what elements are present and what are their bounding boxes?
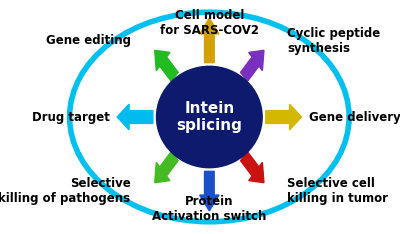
Text: Selective cell
killing in tumor: Selective cell killing in tumor: [287, 177, 388, 205]
Ellipse shape: [70, 12, 349, 222]
Text: Cell model
for SARS-COV2: Cell model for SARS-COV2: [160, 9, 259, 37]
FancyArrow shape: [200, 18, 219, 63]
FancyArrow shape: [240, 50, 264, 81]
FancyArrow shape: [266, 104, 302, 130]
Ellipse shape: [156, 66, 263, 168]
FancyArrow shape: [155, 50, 178, 81]
FancyArrow shape: [155, 152, 178, 183]
FancyArrow shape: [240, 152, 264, 183]
Text: Gene editing: Gene editing: [46, 34, 130, 48]
Text: Gene delivery: Gene delivery: [309, 110, 400, 124]
FancyArrow shape: [117, 104, 153, 130]
Text: Protein
Activation switch: Protein Activation switch: [152, 195, 266, 223]
Text: Selective
killing of pathogens: Selective killing of pathogens: [0, 177, 130, 205]
FancyArrow shape: [200, 171, 219, 211]
Text: Cyclic peptide
synthesis: Cyclic peptide synthesis: [287, 27, 381, 55]
Text: Intein
splicing: Intein splicing: [176, 101, 242, 133]
Text: Drug target: Drug target: [32, 110, 110, 124]
